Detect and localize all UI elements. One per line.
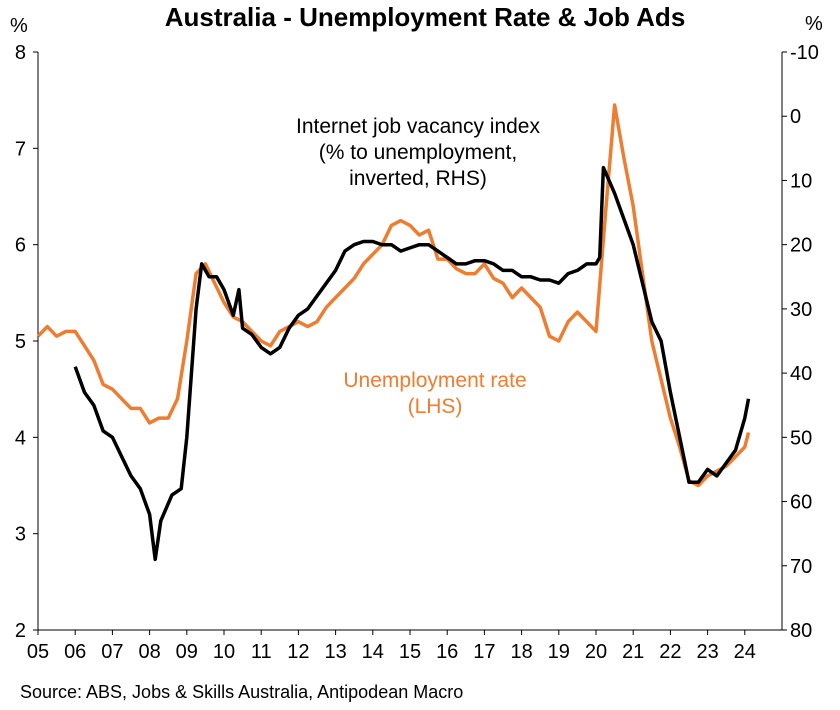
x-tick-label: 14 [362,641,384,663]
x-tick-label: 22 [659,641,681,663]
x-tick-label: 13 [324,641,346,663]
x-tick-label: 20 [585,641,607,663]
series-line [73,165,751,562]
y-unit: % [10,15,28,37]
x-tick-label: 12 [287,641,309,663]
y2-tick-label: 30 [790,299,812,321]
chart-title: Australia - Unemployment Rate & Job Ads [165,2,686,32]
x-tick-label: 16 [436,641,458,663]
series-label: (% to unemployment, [319,141,517,164]
x-tick-label: 21 [622,641,644,663]
x-tick-label: 06 [64,641,86,663]
x-tick-label: 11 [251,641,272,663]
series-label: (LHS) [408,395,463,418]
y-tick-label: 6 [15,235,26,257]
x-tick-label: 09 [176,641,198,663]
x-tick-label: 24 [734,641,756,663]
y-tick-label: 8 [15,42,26,64]
x-tick-label: 05 [27,641,49,663]
x-tick-label: 07 [101,641,123,663]
y2-tick-label: 40 [790,363,812,385]
y2-tick-label: 0 [790,106,801,128]
y2-tick-label: 80 [790,620,812,642]
y2-unit: % [805,13,823,35]
y-tick-label: 4 [15,427,26,449]
x-tick-label: 17 [473,641,495,663]
x-tick-label: 18 [510,641,532,663]
y2-tick-label: 60 [790,492,812,514]
series-label: Internet job vacancy index [296,115,540,138]
y-tick-label: 7 [15,138,26,160]
x-tick-label: 10 [213,641,235,663]
y-tick-label: 3 [15,524,26,546]
source: Source: ABS, Jobs & Skills Australia, An… [20,682,463,702]
series-label: Unemployment rate [343,369,526,392]
x-tick-label: 08 [138,641,160,663]
series-line [36,103,751,488]
x-tick-label: 23 [696,641,718,663]
x-tick-label: 15 [399,641,421,663]
y2-tick-label: 70 [790,556,812,578]
y2-tick-label: 50 [790,427,812,449]
y-tick-label: 5 [15,331,26,353]
series-label: inverted, RHS) [349,167,487,190]
y2-tick-label: -10 [790,42,819,64]
x-tick-label: 19 [548,641,570,663]
y2-tick-label: 20 [790,235,812,257]
y2-tick-label: 10 [790,170,812,192]
y-tick-label: 2 [15,620,26,642]
